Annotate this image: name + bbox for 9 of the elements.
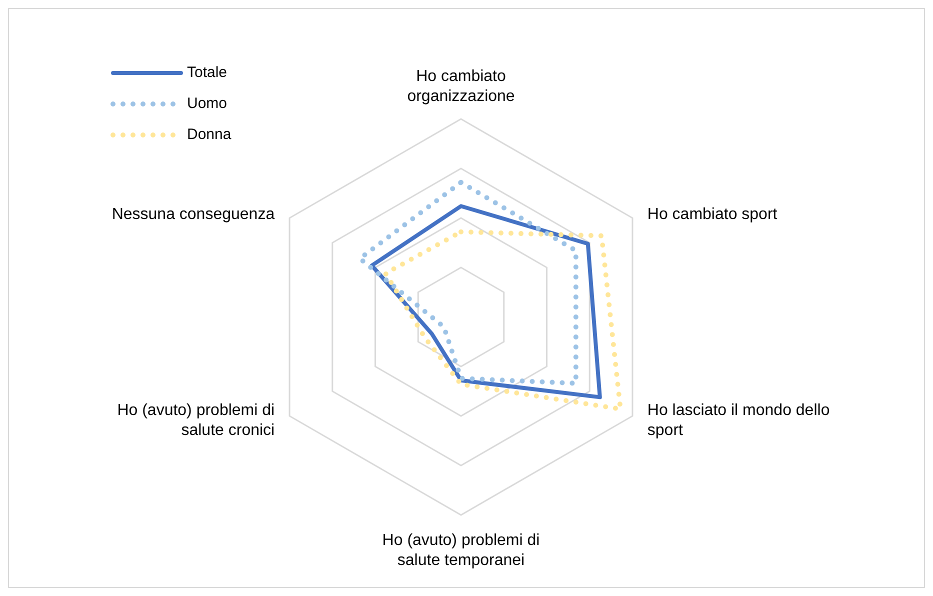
spoke-label: Ho (avuto) problemi di salute temporanei: [382, 532, 540, 569]
legend-label: Totale: [187, 64, 228, 81]
legend-label: Donna: [187, 126, 232, 143]
spoke-label: Nessuna conseguenza: [112, 206, 275, 223]
spoke-label: Ho (avuto) problemi di salute cronici: [117, 402, 275, 439]
spoke-label: Ho lasciato il mondo dello sport: [647, 402, 830, 439]
spoke-label: Ho cambiato organizzazione: [407, 68, 515, 105]
legend-label: Uomo: [187, 95, 228, 112]
spoke-label: Ho cambiato sport: [647, 206, 778, 223]
